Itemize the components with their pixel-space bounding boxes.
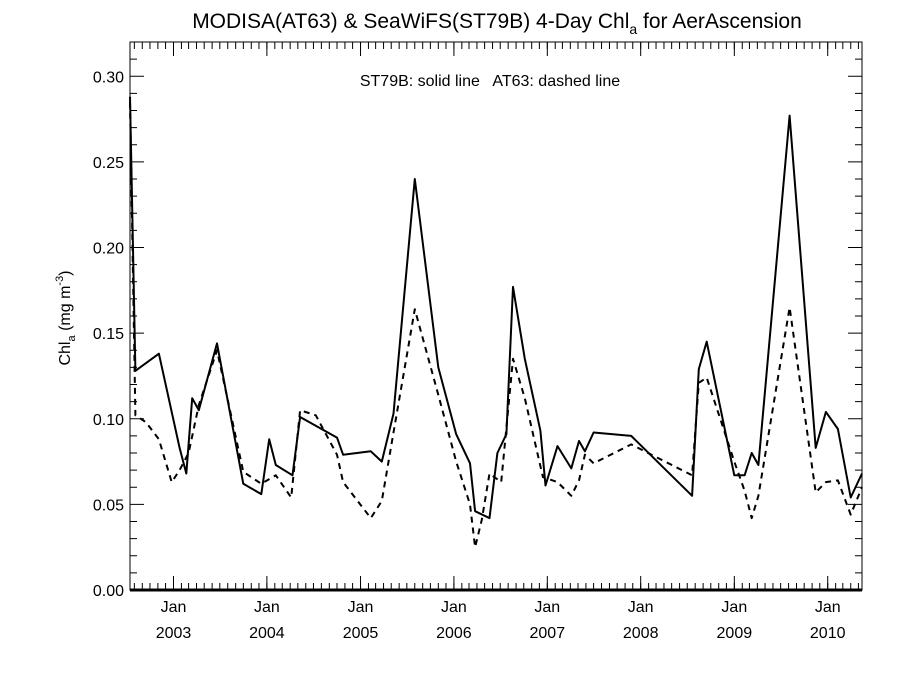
x-tick-label-month: Jan bbox=[161, 599, 187, 616]
chart-title-subscript: a bbox=[629, 21, 637, 37]
x-tick-label-year: 2004 bbox=[249, 625, 285, 642]
x-tick-label-year: 2005 bbox=[343, 625, 379, 642]
chart-title: MODISA(AT63) & SeaWiFS(ST79B) 4-Day Chla… bbox=[192, 10, 802, 37]
chart-title-main: MODISA(AT63) & SeaWiFS(ST79B) 4-Day Chl bbox=[192, 10, 629, 33]
x-tick-label-year: 2007 bbox=[530, 625, 566, 642]
x-tick-label-year: 2003 bbox=[156, 625, 192, 642]
axis-tick-labels: 0.00 0.05 0.10 0.15 0.20 0.25 0.30 Jan 2003 Jan 20… bbox=[93, 69, 846, 642]
y-tick-label: 0.05 bbox=[93, 497, 124, 514]
x-tick-label-year: 2010 bbox=[810, 625, 846, 642]
x-tick-label-month: Jan bbox=[254, 599, 280, 616]
data-series bbox=[129, 96, 863, 549]
legend-annotation: ST79B: solid line AT63: dashed line bbox=[360, 73, 620, 90]
y-axis-label-superscript: -3 bbox=[54, 276, 66, 286]
axis-ticks bbox=[130, 42, 862, 591]
y-axis-label-subscript: a bbox=[66, 335, 78, 342]
y-axis-label-unit: (mg m bbox=[57, 286, 74, 336]
plot-frame bbox=[129, 41, 863, 591]
y-tick-label: 0.10 bbox=[93, 412, 124, 429]
x-tick-label-month: Jan bbox=[441, 599, 467, 616]
x-tick-label-year: 2006 bbox=[436, 625, 472, 642]
y-tick-label: 0.20 bbox=[93, 241, 124, 258]
y-axis-label-close: ) bbox=[57, 270, 74, 275]
x-tick-label-month: Jan bbox=[348, 599, 374, 616]
x-tick-label-month: Jan bbox=[534, 599, 560, 616]
x-tick-label-month: Jan bbox=[628, 599, 654, 616]
series-line-at63 bbox=[129, 101, 863, 549]
y-axis-label-main: Chl bbox=[57, 342, 74, 366]
series-line-st79b bbox=[129, 96, 863, 520]
x-tick-label-month: Jan bbox=[721, 599, 747, 616]
y-axis-label: Chla (mg m-3) bbox=[54, 270, 78, 365]
y-tick-label: 0.25 bbox=[93, 155, 124, 172]
y-tick-label: 0.00 bbox=[93, 583, 124, 600]
chart-title-suffix: for AerAscension bbox=[637, 10, 802, 33]
x-tick-label-year: 2009 bbox=[717, 625, 753, 642]
x-tick-label-month: Jan bbox=[815, 599, 841, 616]
y-tick-label: 0.15 bbox=[93, 326, 124, 343]
y-tick-label: 0.30 bbox=[93, 69, 124, 86]
x-tick-label-year: 2008 bbox=[623, 625, 659, 642]
